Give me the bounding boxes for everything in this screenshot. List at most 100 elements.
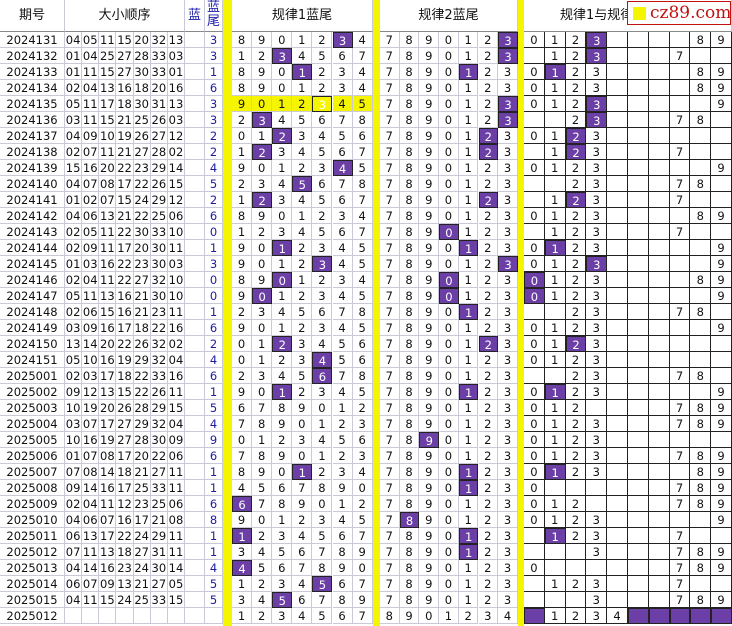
number-cell: 11: [82, 64, 100, 80]
intersection-digit: [669, 32, 691, 48]
rule1-digit: 3: [292, 128, 313, 144]
rule1-digit: 0: [272, 464, 293, 480]
rule1-digit: 4: [292, 528, 313, 544]
rule1-digit: 7: [352, 224, 373, 240]
intersection-digit: [690, 128, 712, 144]
issue-cell: 2024149: [0, 320, 65, 336]
number-cell: 29: [133, 416, 151, 432]
number-cell: 02: [65, 224, 83, 240]
rule2-digit: 3: [498, 448, 518, 464]
rule1-digit: 1: [232, 48, 253, 64]
number-cell: 05: [65, 96, 83, 112]
intersection-digit: [628, 528, 649, 544]
intersection-digit: 0: [524, 464, 545, 480]
number-cell: 19: [116, 352, 134, 368]
rule1-digit: 6: [332, 192, 353, 208]
intersection-digit: 1: [544, 192, 566, 208]
number-cell: 21: [133, 288, 151, 304]
intersection-digit: [524, 528, 545, 544]
intersection-digit: [524, 576, 545, 592]
rule1-digit: 3: [252, 368, 273, 384]
intersection-digit: [669, 272, 691, 288]
intersection-digit: [524, 544, 545, 560]
rule2-digit: 0: [439, 128, 459, 144]
rule2-digit: 2: [478, 560, 499, 576]
rule1-digit: 1: [292, 80, 313, 96]
rule1-digit: 6: [352, 336, 373, 352]
issue-cell: 2025001: [0, 368, 65, 384]
intersection-digit: [648, 512, 670, 528]
rule2-digit: 0: [439, 32, 459, 48]
rule2-digit: 1: [458, 240, 479, 256]
rule1-digit: 5: [312, 224, 333, 240]
number-cell: 10: [82, 352, 100, 368]
number-cell: 05: [65, 352, 83, 368]
intersection-digit: 3: [586, 48, 608, 64]
number-cell: 02: [65, 304, 83, 320]
number-cell: 33: [150, 368, 168, 384]
blue-cell: [185, 400, 205, 416]
intersection-digit: [669, 352, 691, 368]
blue-cell: [185, 192, 205, 208]
rule2-digit: 2: [478, 224, 499, 240]
number-cell: 07: [82, 416, 100, 432]
intersection-digit: [607, 128, 628, 144]
rule1-digit: 6: [332, 608, 353, 624]
number-cell: 08: [99, 448, 117, 464]
rule1-digit: 7: [232, 448, 253, 464]
rule1-digit: 3: [332, 64, 353, 80]
intersection-digit: 0: [524, 384, 545, 400]
intersection-digit: [607, 336, 628, 352]
number-cell: 09: [99, 576, 117, 592]
intersection-digit: 1: [544, 48, 566, 64]
intersection-digit: 8: [690, 32, 712, 48]
rule2-digit: 3: [498, 528, 518, 544]
rule2-digit: 8: [399, 448, 420, 464]
rule1-digit: 7: [352, 192, 373, 208]
rule1-digit: 3: [332, 32, 353, 48]
intersection-digit: 0: [524, 432, 545, 448]
number-cell: 30: [150, 288, 168, 304]
rule2-digit: 7: [380, 432, 400, 448]
rule2-digit: 2: [478, 96, 499, 112]
intersection-digit: [524, 368, 545, 384]
number-cell: 05: [65, 288, 83, 304]
rule2-digit: 1: [458, 320, 479, 336]
number-cell: 03: [167, 256, 186, 272]
intersection-digit: [607, 208, 628, 224]
number-cell: 06: [65, 528, 83, 544]
number-cell: 10: [167, 288, 186, 304]
intersection-digit: 8: [690, 176, 712, 192]
rule2-digit: 8: [399, 288, 420, 304]
intersection-digit: [628, 160, 649, 176]
rule2-digit: 8: [399, 96, 420, 112]
rule1-digit: 5: [332, 128, 353, 144]
issue-cell: 2024138: [0, 144, 65, 160]
rule1-digit: 9: [232, 256, 253, 272]
intersection-digit: 1: [544, 576, 566, 592]
rule1-digit: 4: [272, 112, 293, 128]
intersection-digit: [648, 608, 670, 624]
number-cell: 11: [99, 240, 117, 256]
rule1-digit: 1: [292, 32, 313, 48]
intersection-digit: [628, 560, 649, 576]
number-cell: 23: [116, 560, 134, 576]
number-cell: 06: [82, 512, 100, 528]
rule2-digit: 9: [419, 64, 440, 80]
number-cell: 11: [167, 480, 186, 496]
intersection-digit: 1: [544, 528, 566, 544]
rule2-digit: 8: [399, 512, 420, 528]
intersection-digit: 2: [565, 368, 587, 384]
rule2-digit: 9: [419, 160, 440, 176]
rule1-digit: 0: [252, 320, 273, 336]
intersection-digit: [628, 32, 649, 48]
intersection-digit: [648, 464, 670, 480]
rule1-digit: 0: [292, 448, 313, 464]
rule2-digit: 3: [498, 384, 518, 400]
number-cell: 03: [167, 48, 186, 64]
rule2-digit: 3: [498, 80, 518, 96]
number-cell: 01: [65, 192, 83, 208]
number-cell: 09: [65, 480, 83, 496]
rule1-digit: 9: [252, 80, 273, 96]
blue-tail-cell: 3: [205, 112, 223, 128]
